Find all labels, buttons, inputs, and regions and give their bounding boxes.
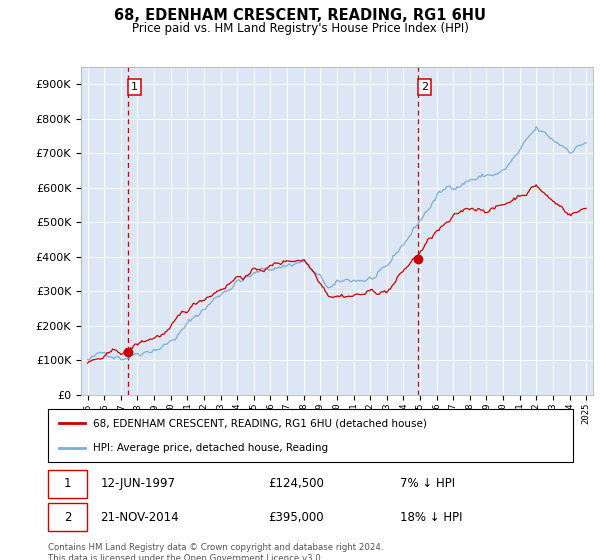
Text: £124,500: £124,500 (269, 477, 325, 490)
Text: 2: 2 (421, 82, 428, 92)
Text: 68, EDENHAM CRESCENT, READING, RG1 6HU (detached house): 68, EDENHAM CRESCENT, READING, RG1 6HU (… (92, 418, 427, 428)
Text: Price paid vs. HM Land Registry's House Price Index (HPI): Price paid vs. HM Land Registry's House … (131, 22, 469, 35)
Text: 1: 1 (64, 477, 71, 490)
Text: Contains HM Land Registry data © Crown copyright and database right 2024.
This d: Contains HM Land Registry data © Crown c… (48, 543, 383, 560)
Text: 2: 2 (64, 511, 71, 524)
FancyBboxPatch shape (48, 470, 88, 498)
FancyBboxPatch shape (48, 409, 573, 462)
Text: HPI: Average price, detached house, Reading: HPI: Average price, detached house, Read… (92, 442, 328, 452)
Text: £395,000: £395,000 (269, 511, 324, 524)
Text: 21-NOV-2014: 21-NOV-2014 (101, 511, 179, 524)
Text: 68, EDENHAM CRESCENT, READING, RG1 6HU: 68, EDENHAM CRESCENT, READING, RG1 6HU (114, 8, 486, 24)
Text: 12-JUN-1997: 12-JUN-1997 (101, 477, 176, 490)
Text: 7% ↓ HPI: 7% ↓ HPI (400, 477, 455, 490)
Text: 18% ↓ HPI: 18% ↓ HPI (400, 511, 462, 524)
Text: 1: 1 (131, 82, 138, 92)
FancyBboxPatch shape (48, 503, 88, 531)
